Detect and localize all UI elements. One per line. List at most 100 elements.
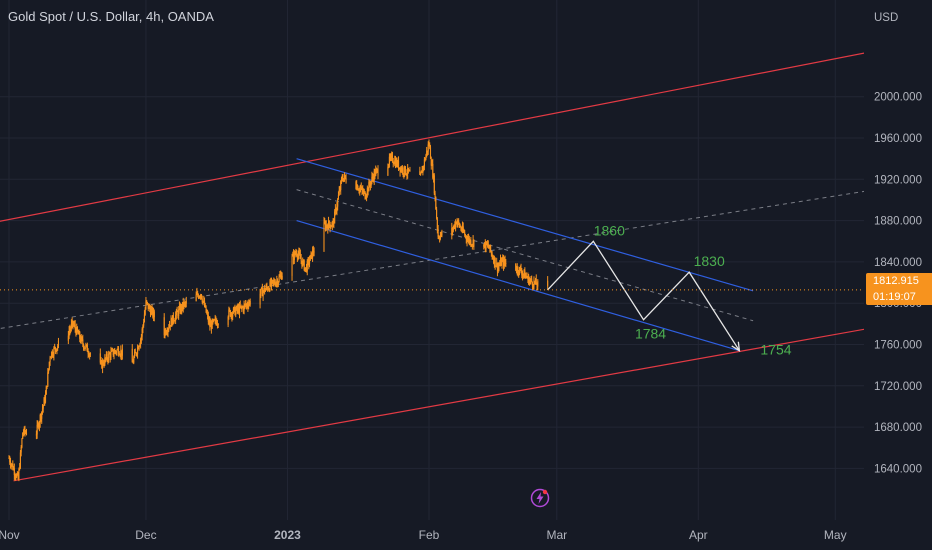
candle-body [48, 368, 50, 373]
candle-body [142, 325, 144, 330]
candle [169, 325, 171, 331]
candle-body [67, 335, 69, 341]
candle-body [342, 178, 344, 182]
red-channel-lower-line[interactable] [13, 324, 895, 482]
candle-body [167, 328, 169, 333]
candle [40, 413, 42, 422]
candle [16, 473, 18, 479]
candle [389, 153, 391, 162]
candle [89, 352, 91, 358]
candle [343, 172, 346, 182]
candle-body [185, 301, 187, 304]
candle [420, 170, 422, 174]
candle-body [310, 252, 312, 256]
candle [132, 359, 134, 364]
candle [502, 255, 505, 271]
candle [527, 272, 529, 284]
candle [328, 220, 330, 228]
candle [303, 259, 305, 271]
candle-body [9, 462, 12, 466]
candle [264, 287, 266, 292]
candle [249, 298, 251, 307]
candle-body [233, 306, 235, 309]
y-tick-label: 1720.000 [874, 381, 922, 393]
candle-body [494, 257, 496, 266]
candle-body [527, 275, 529, 279]
candle-body [470, 240, 472, 246]
candle-body [266, 286, 268, 288]
candle [467, 233, 470, 244]
candle-body [102, 361, 104, 369]
lightning-icon[interactable] [530, 488, 550, 508]
candle-body [113, 353, 115, 356]
candle [360, 182, 362, 191]
candle-body [23, 428, 25, 434]
candle [464, 233, 467, 239]
candle-body [24, 428, 26, 433]
candle [202, 300, 204, 306]
candle-body [73, 324, 75, 326]
candle [236, 304, 238, 315]
candle-body [501, 260, 503, 266]
candle-body [405, 174, 407, 176]
candle-body [521, 271, 523, 276]
candle-body [529, 280, 531, 282]
candle [277, 278, 279, 288]
candle-body [515, 270, 518, 272]
candle-body [325, 224, 327, 229]
candle [108, 351, 110, 355]
channel-midline-dashed[interactable] [0, 187, 895, 333]
candle [99, 348, 101, 365]
candle [436, 216, 438, 234]
candle-body [343, 178, 345, 182]
candle [308, 255, 311, 268]
candle [537, 279, 539, 291]
candle [36, 420, 38, 439]
candle-body [178, 306, 180, 310]
candle-body [141, 329, 143, 337]
candle [344, 175, 346, 180]
candle [75, 327, 77, 337]
candle [522, 273, 524, 279]
plot-area[interactable]: 1860 1784 1830 1754 [0, 47, 895, 482]
candle [246, 300, 248, 309]
candle-body [235, 309, 237, 315]
candle-body [425, 155, 427, 161]
candle-body [48, 361, 50, 369]
projection-label: 1830 [694, 253, 725, 269]
candle-body [400, 167, 402, 172]
candle-body [337, 195, 339, 200]
candle-body [207, 314, 209, 322]
candle-body [180, 305, 182, 313]
symbol-title[interactable]: Gold Spot / U.S. Dollar, 4h, OANDA [8, 9, 214, 24]
blue-channel-lower-line[interactable] [296, 220, 740, 352]
candle-body [280, 274, 282, 276]
candle [244, 303, 246, 309]
candle-body [74, 324, 76, 330]
candle [239, 300, 241, 309]
candle [458, 222, 460, 228]
candle [174, 317, 176, 322]
candle [149, 305, 152, 318]
candle [369, 180, 371, 191]
red-channel-upper-line[interactable] [0, 47, 895, 226]
candle-body [12, 463, 14, 470]
candle [103, 359, 105, 368]
candle-body [15, 476, 17, 478]
candle [72, 320, 74, 330]
candle-body [395, 160, 397, 167]
candle-body [451, 227, 453, 236]
candle [452, 225, 454, 233]
candle-body [334, 208, 336, 212]
projection-path[interactable] [547, 240, 740, 352]
candle [455, 221, 457, 225]
candle [142, 324, 144, 334]
candle [501, 257, 503, 269]
candle [313, 247, 315, 257]
blue-channel-midline-dashed[interactable] [296, 189, 754, 322]
candle [46, 386, 48, 390]
candle-body [116, 349, 118, 353]
candle [515, 263, 517, 272]
